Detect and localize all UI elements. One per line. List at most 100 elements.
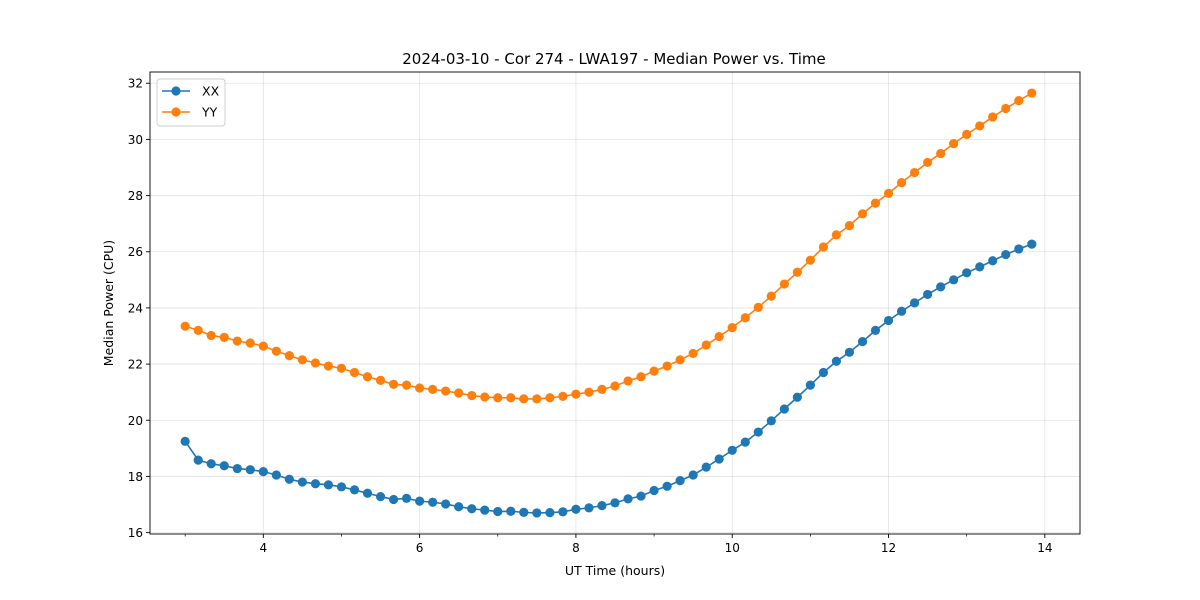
data-point-yy bbox=[962, 129, 972, 139]
data-point-xx bbox=[662, 481, 672, 491]
data-point-yy bbox=[975, 121, 985, 131]
data-point-xx bbox=[388, 494, 399, 505]
grid bbox=[150, 72, 1080, 534]
data-point-xx bbox=[792, 392, 802, 402]
x-tick-label: 6 bbox=[416, 541, 424, 555]
data-point-yy bbox=[623, 376, 633, 386]
data-point-xx bbox=[857, 337, 868, 347]
data-point-yy bbox=[779, 279, 789, 289]
data-point-xx bbox=[949, 275, 959, 285]
data-point-yy bbox=[193, 325, 203, 335]
data-point-xx bbox=[506, 506, 516, 516]
data-point-yy bbox=[454, 388, 464, 398]
data-point-yy bbox=[180, 321, 190, 331]
data-point-xx bbox=[623, 494, 633, 504]
data-point-yy bbox=[753, 302, 763, 312]
data-point-yy bbox=[428, 384, 438, 394]
data-point-xx bbox=[271, 470, 281, 480]
y-tick-label: 24 bbox=[128, 301, 143, 315]
data-point-xx bbox=[975, 262, 985, 272]
data-point-xx bbox=[714, 454, 724, 464]
data-point-xx bbox=[362, 488, 373, 498]
data-point-yy bbox=[467, 390, 477, 401]
data-point-xx bbox=[1014, 244, 1024, 254]
data-point-yy bbox=[1014, 96, 1024, 106]
data-point-xx bbox=[415, 496, 425, 506]
data-point-yy bbox=[597, 384, 607, 394]
data-point-xx bbox=[441, 499, 451, 509]
data-point-xx bbox=[545, 508, 555, 518]
legend-label-xx: XX bbox=[202, 84, 220, 99]
data-point-xx bbox=[284, 474, 294, 484]
data-point-yy bbox=[219, 332, 229, 343]
data-point-yy bbox=[349, 367, 360, 378]
data-point-yy bbox=[441, 386, 451, 396]
axis-ticks: 4 6 8 10 12 14 16 18 20 22 24 26 28 30 32 bbox=[128, 77, 1053, 555]
y-tick-label: 26 bbox=[128, 245, 143, 259]
data-point-yy bbox=[688, 348, 698, 359]
y-tick-label: 22 bbox=[128, 358, 143, 372]
data-point-xx bbox=[297, 477, 307, 487]
data-point-yy bbox=[727, 322, 737, 333]
data-point-yy bbox=[284, 351, 294, 361]
data-point-xx bbox=[584, 503, 594, 513]
data-point-xx bbox=[493, 506, 503, 517]
y-tick-label: 32 bbox=[128, 77, 143, 91]
data-point-xx bbox=[206, 459, 216, 469]
legend-marker-xx bbox=[171, 86, 181, 96]
data-point-xx bbox=[753, 427, 763, 437]
x-tick-label: 4 bbox=[259, 541, 267, 555]
data-point-xx bbox=[701, 462, 711, 472]
data-point-yy bbox=[493, 393, 503, 403]
legend-marker-yy bbox=[171, 107, 181, 117]
data-point-yy bbox=[883, 188, 894, 198]
data-point-xx bbox=[727, 445, 737, 455]
data-point-xx bbox=[779, 404, 789, 414]
plot-frame bbox=[149, 71, 1081, 535]
data-point-yy bbox=[415, 383, 425, 393]
data-point-xx bbox=[1001, 249, 1011, 260]
data-point-yy bbox=[362, 372, 373, 382]
data-point-yy bbox=[1027, 88, 1037, 98]
data-point-yy bbox=[714, 331, 724, 342]
data-point-xx bbox=[519, 507, 529, 517]
data-point-yy bbox=[506, 393, 516, 403]
data-point-xx bbox=[180, 436, 190, 446]
data-point-xx bbox=[467, 504, 477, 514]
data-point-xx bbox=[636, 491, 646, 501]
data-point-xx bbox=[558, 507, 568, 517]
data-point-yy bbox=[792, 267, 802, 277]
data-point-yy bbox=[675, 355, 685, 365]
data-point-yy bbox=[401, 380, 412, 390]
data-point-xx bbox=[336, 482, 347, 492]
x-tick-label: 12 bbox=[881, 541, 896, 555]
data-point-yy bbox=[831, 230, 842, 240]
y-tick-label: 28 bbox=[128, 189, 143, 203]
data-point-yy bbox=[988, 112, 998, 122]
data-point-yy bbox=[1001, 103, 1011, 114]
data-point-xx bbox=[896, 306, 907, 316]
data-point-yy bbox=[271, 346, 281, 356]
data-point-yy bbox=[923, 157, 933, 168]
data-point-xx bbox=[571, 504, 581, 514]
data-point-xx bbox=[258, 467, 268, 477]
data-point-xx bbox=[349, 485, 360, 495]
x-tick-label: 14 bbox=[1037, 541, 1052, 555]
data-point-yy bbox=[258, 341, 268, 351]
data-point-xx bbox=[883, 315, 894, 326]
data-point-xx bbox=[649, 485, 659, 496]
data-point-yy bbox=[649, 366, 659, 376]
data-point-xx bbox=[597, 501, 607, 511]
data-point-xx bbox=[1027, 239, 1037, 249]
data-point-yy bbox=[936, 148, 946, 159]
data-point-yy bbox=[844, 221, 855, 231]
y-tick-label: 20 bbox=[128, 414, 143, 428]
data-point-yy bbox=[857, 209, 868, 219]
data-point-yy bbox=[558, 391, 568, 401]
data-point-yy bbox=[870, 198, 881, 208]
data-point-xx bbox=[480, 505, 490, 515]
data-point-yy bbox=[545, 393, 555, 403]
data-point-xx bbox=[401, 493, 412, 503]
data-point-xx bbox=[988, 256, 998, 266]
